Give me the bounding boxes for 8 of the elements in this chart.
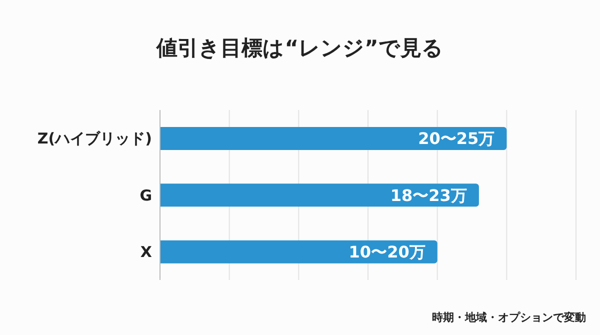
data-label: 10〜20万 — [348, 242, 426, 262]
data-label: 20〜25万 — [418, 129, 495, 148]
y-tick-label: Z(ハイブリッド) — [37, 130, 152, 148]
text: 時期・地域・オプションで変動 — [432, 310, 586, 325]
y-tick-label: G — [140, 186, 152, 204]
data-label: 18〜23万 — [390, 186, 467, 205]
chart-title: 値引き目標は“レンジ”で見る — [155, 35, 444, 62]
y-tick-label: X — [140, 242, 152, 261]
